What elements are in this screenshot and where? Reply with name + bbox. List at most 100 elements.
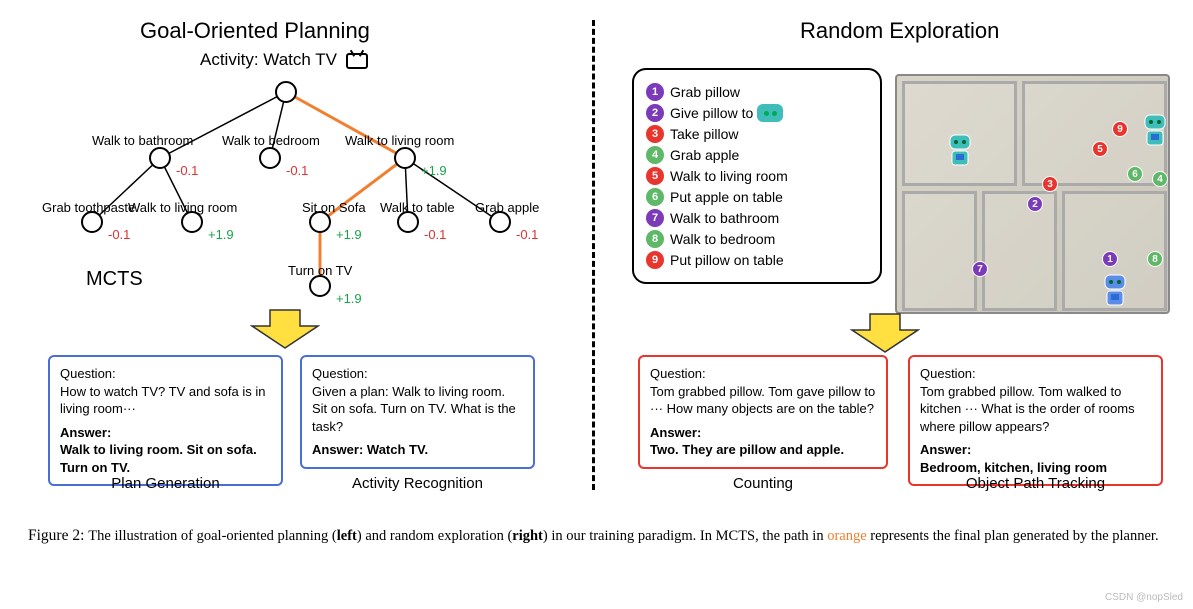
caption-text-mid1: ) and random exploration (: [357, 528, 512, 544]
node-value: +1.9: [336, 227, 362, 242]
path-dot: 5: [1092, 141, 1108, 157]
qa-answer: Answer: Two. They are pillow and apple.: [650, 424, 876, 459]
node-value: -0.1: [286, 163, 308, 178]
qa-caption: Object Path Tracking: [908, 475, 1163, 492]
path-dot: 2: [1027, 196, 1043, 212]
right-section-title: Random Exploration: [800, 18, 999, 44]
robot-icon: [942, 131, 978, 174]
qa-caption: Activity Recognition: [300, 475, 535, 492]
node-value: +1.9: [421, 163, 447, 178]
action-number-badge: 4: [646, 146, 664, 164]
path-dot: 1: [1102, 251, 1118, 267]
action-row: 4 Grab apple: [646, 146, 868, 164]
node-value: -0.1: [176, 163, 198, 178]
qa-question: Question: Tom grabbed pillow. Tom gave p…: [650, 365, 876, 418]
path-dot: 8: [1147, 251, 1163, 267]
edge-label: Walk to bedroom: [222, 133, 320, 148]
caption-label: Figure 2:: [28, 527, 84, 544]
qa-answer: Answer: Bedroom, kitchen, living room: [920, 441, 1151, 476]
floorplan-room: [902, 191, 977, 311]
path-dot: 4: [1152, 171, 1168, 187]
caption-text-end: represents the final plan generated by t…: [867, 528, 1159, 544]
tree-node: [309, 275, 331, 297]
edge-label: Turn on TV: [288, 263, 352, 278]
arrow-down-left: [250, 308, 320, 353]
qa-caption: Plan Generation: [48, 475, 283, 492]
action-row: 2 Give pillow to: [646, 104, 868, 122]
edge-label: Grab apple: [475, 200, 539, 215]
action-number-badge: 5: [646, 167, 664, 185]
qa-question: Question: How to watch TV? TV and sofa i…: [60, 365, 271, 418]
action-number-badge: 6: [646, 188, 664, 206]
tree-node: [394, 147, 416, 169]
action-label: Walk to living room: [670, 168, 788, 184]
action-row: 8 Walk to bedroom: [646, 230, 868, 248]
qa-caption: Counting: [638, 475, 888, 492]
action-row: 1 Grab pillow: [646, 83, 868, 101]
action-label: Grab pillow: [670, 84, 740, 100]
robot-icon: [1137, 111, 1170, 154]
path-dot: 6: [1127, 166, 1143, 182]
qa-box: Question: Given a plan: Walk to living r…: [300, 355, 535, 469]
action-label: Walk to bedroom: [670, 231, 775, 247]
qa-answer: Answer: Watch TV.: [312, 441, 523, 459]
edge-label: Grab toothpaste: [42, 200, 135, 215]
action-label: Put pillow on table: [670, 252, 784, 268]
action-row: 5 Walk to living room: [646, 167, 868, 185]
action-number-badge: 2: [646, 104, 664, 122]
action-list-box: 1 Grab pillow 2 Give pillow to 3 Take pillow…: [632, 68, 882, 284]
activity-text: Watch TV: [263, 50, 337, 69]
node-value: -0.1: [108, 227, 130, 242]
action-row: 3 Take pillow: [646, 125, 868, 143]
floorplan-room: [982, 191, 1057, 311]
caption-bold-right: right: [512, 528, 543, 544]
tv-icon: [346, 53, 368, 69]
qa-box: Question: Tom grabbed pillow. Tom gave p…: [638, 355, 888, 469]
edge-label: Walk to living room: [128, 200, 237, 215]
action-row: 7 Walk to bathroom: [646, 209, 868, 227]
tree-node: [149, 147, 171, 169]
caption-bold-left: left: [337, 528, 357, 544]
qa-box: Question: How to watch TV? TV and sofa i…: [48, 355, 283, 486]
watermark: CSDN @nopSled: [1105, 592, 1183, 603]
action-label: Grab apple: [670, 147, 739, 163]
node-value: -0.1: [516, 227, 538, 242]
left-section-title: Goal-Oriented Planning: [140, 18, 370, 44]
action-label: Put apple on table: [670, 189, 783, 205]
tree-node: [275, 81, 297, 103]
mcts-label: MCTS: [86, 268, 143, 291]
robot-icon: [1097, 271, 1133, 314]
figure-canvas: Goal-Oriented Planning Activity: Watch T…: [0, 0, 1193, 609]
action-row: 9 Put pillow on table: [646, 251, 868, 269]
edge-label: Walk to living room: [345, 133, 454, 148]
arrow-down-right: [850, 312, 920, 357]
edge-label: Walk to table: [380, 200, 455, 215]
qa-answer: Answer: Walk to living room. Sit on sofa…: [60, 424, 271, 477]
action-row: 6 Put apple on table: [646, 188, 868, 206]
node-value: -0.1: [424, 227, 446, 242]
edge-label: Walk to bathroom: [92, 133, 193, 148]
floorplan: 123456789: [895, 74, 1170, 314]
vertical-divider: [592, 20, 595, 490]
qa-question: Question: Given a plan: Walk to living r…: [312, 365, 523, 435]
action-label: Walk to bathroom: [670, 210, 779, 226]
path-dot: 3: [1042, 176, 1058, 192]
edge-label: Sit on Sofa: [302, 200, 366, 215]
caption-text-mid2: ) in our training paradigm. In MCTS, the…: [543, 528, 827, 544]
tree-node: [259, 147, 281, 169]
figure-caption: Figure 2: The illustration of goal-orien…: [28, 525, 1168, 547]
path-dot: 7: [972, 261, 988, 277]
action-label: Give pillow to: [670, 105, 753, 121]
caption-text-pre: The illustration of goal-oriented planni…: [88, 528, 336, 544]
action-label: Take pillow: [670, 126, 738, 142]
action-number-badge: 8: [646, 230, 664, 248]
caption-orange-word: orange: [827, 528, 866, 544]
node-value: +1.9: [208, 227, 234, 242]
activity-label: Activity: Watch TV: [200, 50, 368, 70]
action-number-badge: 7: [646, 209, 664, 227]
node-value: +1.9: [336, 291, 362, 306]
action-number-badge: 3: [646, 125, 664, 143]
action-number-badge: 9: [646, 251, 664, 269]
action-number-badge: 1: [646, 83, 664, 101]
qa-question: Question: Tom grabbed pillow. Tom walked…: [920, 365, 1151, 435]
